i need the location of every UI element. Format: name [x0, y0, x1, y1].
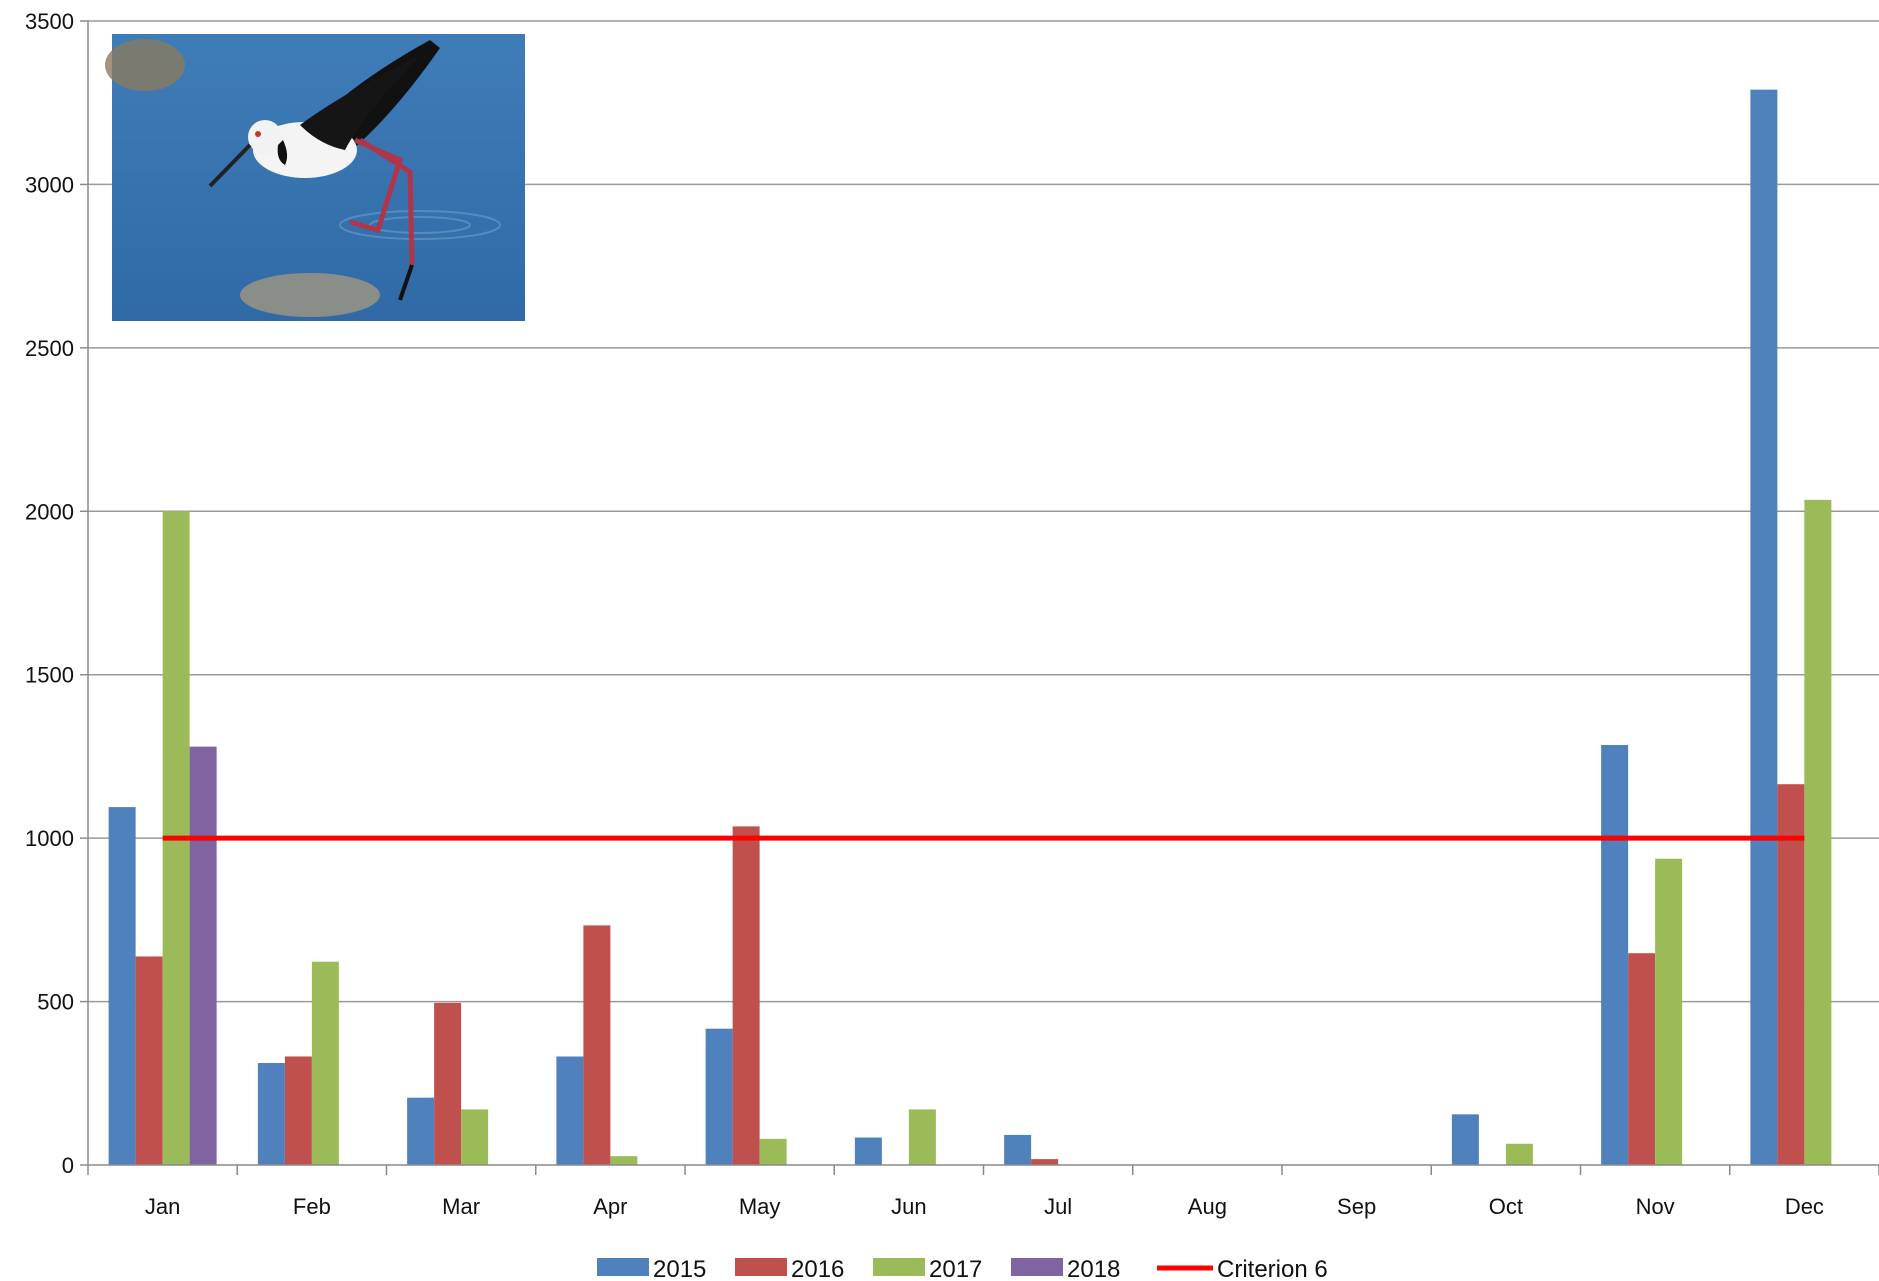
x-tick-label-nov: Nov [1636, 1194, 1675, 1219]
x-tick-label-oct: Oct [1489, 1194, 1523, 1219]
legend-label-2016: 2016 [791, 1256, 844, 1281]
bar-2016-feb [284, 1056, 312, 1165]
x-tick-label-feb: Feb [293, 1194, 331, 1219]
bar-2017-feb [311, 961, 339, 1165]
bar-2016-nov [1628, 953, 1656, 1165]
y-tick-label: 2000 [25, 499, 74, 524]
axes: 0 500 1000 1500 2000 2500 3000 3500 Jan Feb Mar Apr… [25, 9, 1879, 1219]
y-tick-label: 1000 [25, 826, 74, 851]
bar-2015-mar [407, 1097, 435, 1165]
y-tick-label: 0 [62, 1153, 74, 1178]
bar-2017-apr [610, 1156, 638, 1165]
bar-2015-nov [1601, 744, 1629, 1165]
bar-2015-feb [257, 1063, 285, 1165]
bar-2015-jun [854, 1137, 882, 1165]
y-tick-label: 1500 [25, 663, 74, 688]
bar-2015-jul [1004, 1134, 1032, 1165]
y-tick-label: 500 [37, 990, 74, 1015]
bar-2016-may [732, 826, 760, 1165]
bar-2015-apr [556, 1056, 584, 1165]
bar-2017-jun [908, 1109, 936, 1165]
legend: 2015 2016 2017 2018 Criterion 6 [597, 1256, 1328, 1281]
bar-2017-oct [1505, 1143, 1533, 1165]
bar-2017-nov [1655, 858, 1683, 1165]
bird-photo [105, 34, 525, 321]
bar-2015-may [705, 1028, 733, 1165]
x-tick-label-jun: Jun [891, 1194, 926, 1219]
bar-2016-apr [583, 925, 611, 1165]
x-tick-label-jul: Jul [1044, 1194, 1072, 1219]
legend-label-2015: 2015 [653, 1256, 706, 1281]
legend-swatch-2015 [597, 1258, 649, 1276]
y-tick-label: 3000 [25, 172, 74, 197]
bar-2015-jan [108, 807, 136, 1165]
legend-swatch-2016 [735, 1258, 787, 1276]
bar-2016-dec [1777, 784, 1805, 1165]
legend-label-2018: 2018 [1067, 1256, 1120, 1281]
y-tick-label: 3500 [25, 9, 74, 34]
bars [108, 89, 1832, 1165]
legend-label-2017: 2017 [929, 1256, 982, 1281]
bar-2018-jan [189, 746, 217, 1165]
x-tick-label-aug: Aug [1188, 1194, 1227, 1219]
legend-label-criterion-6: Criterion 6 [1217, 1256, 1328, 1281]
bar-2016-mar [434, 1002, 462, 1165]
bar-2017-dec [1804, 499, 1832, 1165]
legend-swatch-2017 [873, 1258, 925, 1276]
bar-2016-jan [135, 956, 163, 1165]
bar-2015-dec [1750, 89, 1778, 1165]
x-tick-label-may: May [739, 1194, 781, 1219]
x-tick-label-sep: Sep [1337, 1194, 1376, 1219]
x-tick-label-apr: Apr [593, 1194, 627, 1219]
x-tick-label-jan: Jan [145, 1194, 180, 1219]
bar-2015-oct [1451, 1114, 1479, 1165]
y-tick-label: 2500 [25, 336, 74, 361]
x-tick-label-dec: Dec [1785, 1194, 1824, 1219]
legend-swatch-2018 [1011, 1258, 1063, 1276]
x-tick-label-mar: Mar [442, 1194, 480, 1219]
bar-2017-may [759, 1138, 787, 1165]
bar-2017-mar [461, 1109, 489, 1165]
bar-2016-jul [1031, 1159, 1059, 1165]
